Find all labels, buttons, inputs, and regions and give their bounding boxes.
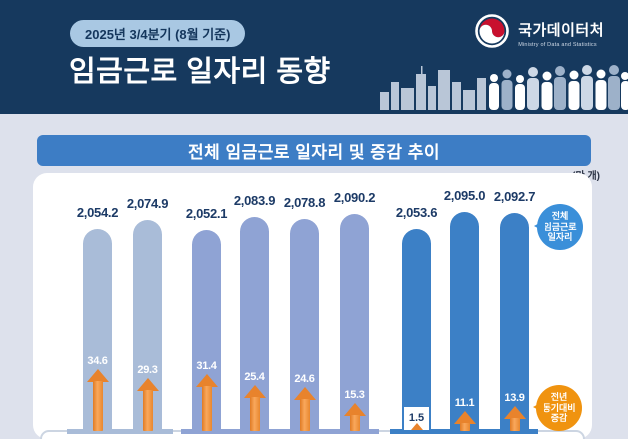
total-jobs-bar <box>402 229 431 433</box>
growth-value-label: 29.3 <box>137 364 158 376</box>
bubble-line: 임금근로 <box>543 221 577 232</box>
bar-value-label: 2,074.9 <box>126 196 169 211</box>
bubble-line: 전년 <box>550 391 568 402</box>
arrow-head <box>86 369 109 382</box>
growth-value-label: 31.4 <box>196 360 217 372</box>
city-skyline-graphic <box>378 52 628 115</box>
growth-arrow <box>503 406 526 431</box>
arrow-head <box>343 403 366 416</box>
growth-arrow <box>86 369 109 431</box>
arrow-head <box>243 385 266 398</box>
legend-bubble-yoy-change: 전년 동기대비 증감 <box>533 385 582 431</box>
section-title: 전체 임금근로 일자리 및 증감 추이 <box>187 143 441 162</box>
period-badge: 2025년 3/4분기 (8월 기준) <box>70 20 246 47</box>
government-emblem-icon <box>474 13 510 54</box>
legend-bubble-total-jobs: 전체 임금근로 일자리 <box>534 204 583 250</box>
growth-arrow <box>343 403 366 431</box>
arrow-shaft <box>249 397 260 431</box>
total-jobs-bar <box>500 213 529 433</box>
arrow-shaft <box>92 381 103 431</box>
bar-value-label: 2,054.2 <box>76 205 119 220</box>
total-jobs-bar <box>340 214 369 433</box>
arrow-shaft <box>142 390 153 431</box>
baseline-strip <box>67 429 173 434</box>
arrow-head <box>293 387 316 400</box>
bar-value-label: 2,083.9 <box>233 193 276 208</box>
bar-value-label: 2,095.0 <box>443 188 486 203</box>
page-title: 임금근로 일자리 동향 <box>69 56 331 88</box>
arrow-head <box>503 406 526 419</box>
arrow-head <box>453 411 476 424</box>
bar-value-label: 2,052.1 <box>185 206 228 221</box>
arrow-shaft <box>459 423 470 431</box>
section-title-bar: 전체 임금근로 일자리 및 증감 추이 <box>37 135 591 166</box>
logo-subtitle: Ministry of Data and Statistics <box>518 42 597 48</box>
growth-value-label: 1.5 <box>404 407 429 430</box>
growth-value-label: 15.3 <box>344 389 365 401</box>
growth-value-label: 11.1 <box>454 397 475 409</box>
bubble-line: 일자리 <box>547 232 573 243</box>
growth-value-label: 24.6 <box>294 373 315 385</box>
bar-value-label: 2,053.6 <box>395 205 438 220</box>
logo-name: 국가데이터처 <box>518 22 604 39</box>
growth-arrow <box>410 423 423 430</box>
arrow-head <box>195 374 218 387</box>
arrow-head <box>136 378 159 391</box>
ministry-logo: 국가데이터처 Ministry of Data and Statistics <box>474 13 604 54</box>
growth-value-label: 13.9 <box>504 392 525 404</box>
bar-value-label: 2,092.7 <box>493 189 536 204</box>
bubble-line: 동기대비 <box>542 402 576 413</box>
growth-arrow <box>293 387 316 431</box>
logo-text: 국가데이터처 Ministry of Data and Statistics <box>518 19 604 48</box>
arrow-shaft <box>349 415 360 431</box>
growth-arrow <box>136 378 159 431</box>
baseline-strip <box>390 429 538 434</box>
arrow-shaft <box>299 399 310 431</box>
growth-arrow <box>195 374 218 431</box>
header: 2025년 3/4분기 (8월 기준) 임금근로 일자리 동향 국가데이터처 M… <box>0 0 628 114</box>
bar-value-label: 2,078.8 <box>283 195 326 210</box>
bubble-line: 증감 <box>550 413 568 424</box>
growth-arrow <box>243 385 266 431</box>
growth-value-label: 34.6 <box>87 355 108 367</box>
growth-value-label: 25.4 <box>244 371 265 383</box>
bubble-tail <box>527 401 544 413</box>
bubble-tail <box>528 220 545 232</box>
baseline-strip <box>181 429 379 434</box>
arrow-shaft <box>509 418 520 431</box>
bubble-line: 전체 <box>551 210 569 221</box>
growth-arrow <box>453 411 476 431</box>
chart-card: 2,054.2 2,074.9 2,052.1 2,083.9 2,078.8 2,090… <box>33 173 592 439</box>
arrow-shaft <box>201 386 212 431</box>
bar-value-label: 2,090.2 <box>333 190 376 205</box>
total-jobs-bar <box>450 212 479 433</box>
